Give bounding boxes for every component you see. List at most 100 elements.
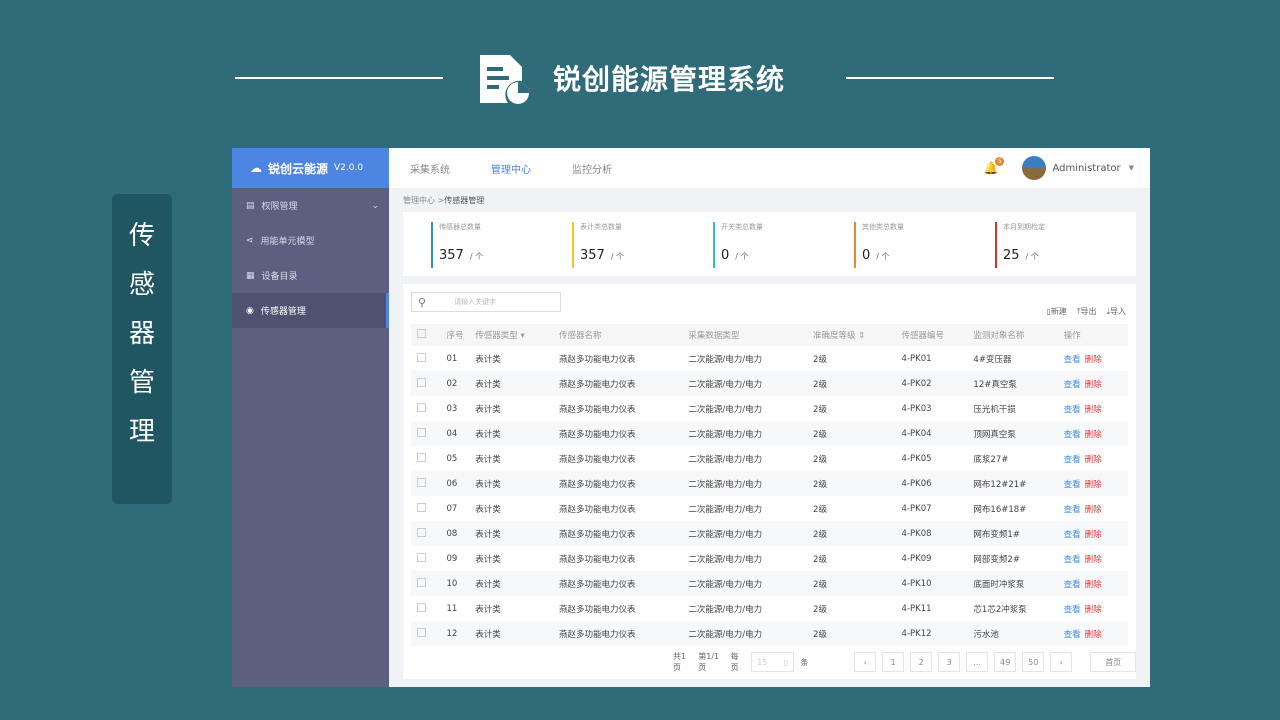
view-link[interactable]: 查看 <box>1063 379 1081 390</box>
table-cell: 2级 <box>813 454 827 465</box>
table-cell: 燕赵多功能电力仪表 <box>558 471 689 496</box>
row-checkbox[interactable] <box>411 546 447 571</box>
view-link[interactable]: 查看 <box>1063 579 1081 590</box>
view-link[interactable]: 查看 <box>1063 479 1081 490</box>
table-cell: 燕赵多功能电力仪表 <box>558 504 636 515</box>
delete-link[interactable]: 删除 <box>1084 529 1102 540</box>
delete-link[interactable]: 删除 <box>1084 354 1102 365</box>
next-page-button[interactable]: › <box>1050 652 1073 672</box>
table-cell: 表计类 <box>475 404 501 415</box>
table-row: 12 表计类 燕赵多功能电力仪表 二次能源/电力/电力 2级 4-PK12 污水池 查看 删除 <box>411 621 1128 646</box>
table-cell: 2级 <box>813 554 827 565</box>
row-checkbox[interactable] <box>411 371 447 396</box>
table-cell: 网布变频1# <box>973 521 1064 546</box>
per-page-select[interactable]: 15 ▯ <box>751 652 795 672</box>
view-link[interactable]: 查看 <box>1063 404 1081 415</box>
import-button[interactable]: ⤓导入 <box>1106 307 1126 316</box>
page-button[interactable]: 1 <box>882 652 905 672</box>
view-link[interactable]: 查看 <box>1063 529 1081 540</box>
section-label-char: 管 <box>128 368 155 398</box>
sidebar-item-permissions[interactable]: ▤ 权限管理 ⌄ <box>246 200 379 213</box>
page-button[interactable]: 2 <box>910 652 933 672</box>
table-row: 09 表计类 燕赵多功能电力仪表 二次能源/电力/电力 2级 4-PK09 网部变频2# 查看… <box>411 546 1128 571</box>
table-cell: 4-PK02 <box>901 371 974 396</box>
delete-link[interactable]: 删除 <box>1084 504 1102 515</box>
table-actions: ▯新建 ⤒导出 ⤓导入 <box>1047 306 1127 317</box>
stat-card: 本月到期检定 25/ 个 <box>995 222 1136 268</box>
stat-value: 357 <box>580 248 605 263</box>
tab-monitoring[interactable]: 监控分析 <box>572 164 612 176</box>
delete-link[interactable]: 删除 <box>1084 579 1102 590</box>
table-cell: 4-PK11 <box>901 603 932 614</box>
table-cell: 12#真空泵 <box>973 371 1064 396</box>
sidebar-item-energy-unit-model[interactable]: ⋖ 用能单元模型 <box>246 235 315 248</box>
view-link[interactable]: 查看 <box>1063 429 1081 440</box>
sidebar-item-sensor-management[interactable]: ◉ 传感器管理 <box>232 293 389 328</box>
table-cell: 4-PK06 <box>901 471 974 496</box>
delete-link[interactable]: 删除 <box>1084 429 1102 440</box>
first-page-button[interactable]: 首页 <box>1090 652 1136 672</box>
view-link[interactable]: 查看 <box>1063 554 1081 565</box>
view-link[interactable]: 查看 <box>1063 604 1081 615</box>
stats-bar: 传感器总数量 357/ 个表计类总数量 357/ 个开关类总数量 0/ 个其他类总数量… <box>403 212 1136 276</box>
column-header[interactable]: 监测对象名称 <box>973 324 1064 346</box>
tab-collection[interactable]: 采集系统 <box>410 164 450 176</box>
prev-page-button[interactable]: ‹ <box>854 652 877 672</box>
user-name[interactable]: Administrator <box>1052 162 1121 174</box>
delete-link[interactable]: 删除 <box>1084 454 1102 465</box>
sidebar-item-device-catalog[interactable]: ▦ 设备目录 <box>246 270 298 283</box>
table-cell: 燕赵多功能电力仪表 <box>558 421 689 446</box>
caret-down-icon[interactable]: ▼ <box>1128 164 1134 172</box>
tab-management[interactable]: 管理中心 <box>491 164 531 176</box>
row-checkbox[interactable] <box>411 621 447 646</box>
table-cell: 燕赵多功能电力仪表 <box>558 454 636 465</box>
page-button[interactable]: 50 <box>1022 652 1045 672</box>
table-row: 05 表计类 燕赵多功能电力仪表 二次能源/电力/电力 2级 4-PK05 底浆27# 查看删… <box>411 446 1128 471</box>
table-cell: 07 <box>446 503 458 514</box>
delete-link[interactable]: 删除 <box>1084 379 1102 390</box>
export-button[interactable]: ⤒导出 <box>1076 307 1097 316</box>
row-checkbox[interactable] <box>411 346 447 371</box>
delete-link[interactable]: 删除 <box>1084 554 1102 565</box>
select-all[interactable] <box>411 324 447 346</box>
row-checkbox[interactable] <box>411 396 447 421</box>
row-checkbox[interactable] <box>411 471 447 496</box>
row-checkbox[interactable] <box>411 446 447 471</box>
view-link[interactable]: 查看 <box>1063 354 1081 365</box>
row-checkbox[interactable] <box>411 571 447 596</box>
table-cell: 燕赵多功能电力仪表 <box>558 621 689 646</box>
new-button[interactable]: ▯新建 <box>1046 307 1067 316</box>
column-header[interactable]: 传感器类型 ▾ <box>475 324 559 346</box>
page-button[interactable]: 49 <box>994 652 1017 672</box>
row-checkbox[interactable] <box>411 521 447 546</box>
row-checkbox[interactable] <box>411 421 447 446</box>
search-input[interactable]: ⚲ 请输入关键字 <box>411 292 561 312</box>
bell-icon[interactable]: 🔔 5 <box>983 157 1005 175</box>
row-checkbox[interactable] <box>411 596 447 621</box>
column-header[interactable]: 准确度等级 ⇕ <box>813 324 902 346</box>
column-header[interactable]: 传感器编号 <box>901 324 974 346</box>
table-cell: 燕赵多功能电力仪表 <box>558 371 689 396</box>
notification-badge: 5 <box>995 157 1005 166</box>
column-header[interactable]: 采集数据类型 <box>688 324 814 346</box>
column-header[interactable]: 序号 <box>446 324 476 346</box>
column-header[interactable]: 传感器名称 <box>558 324 689 346</box>
cloud-icon: ☁ <box>250 161 262 175</box>
view-link[interactable]: 查看 <box>1063 629 1081 640</box>
page-button[interactable]: 3 <box>938 652 961 672</box>
delete-link[interactable]: 删除 <box>1084 604 1102 615</box>
table-cell: 表计类 <box>475 471 559 496</box>
view-link[interactable]: 查看 <box>1063 454 1081 465</box>
delete-link[interactable]: 删除 <box>1084 404 1102 415</box>
pagination: 共1页 第1/1页 每页 15 ▯ 条 ‹ 1 2 3... 49 50 › 首页 <box>673 651 1136 673</box>
row-checkbox[interactable] <box>411 496 447 521</box>
column-header[interactable]: 操作 <box>1063 324 1128 346</box>
list-icon: ▤ <box>246 200 255 211</box>
view-link[interactable]: 查看 <box>1063 504 1081 515</box>
table-cell: 4-PK08 <box>901 521 974 546</box>
avatar[interactable] <box>1022 156 1047 180</box>
page-button[interactable]: ... <box>966 652 989 672</box>
grid-icon: ▦ <box>246 270 255 281</box>
delete-link[interactable]: 删除 <box>1084 629 1102 640</box>
delete-link[interactable]: 删除 <box>1084 479 1102 490</box>
